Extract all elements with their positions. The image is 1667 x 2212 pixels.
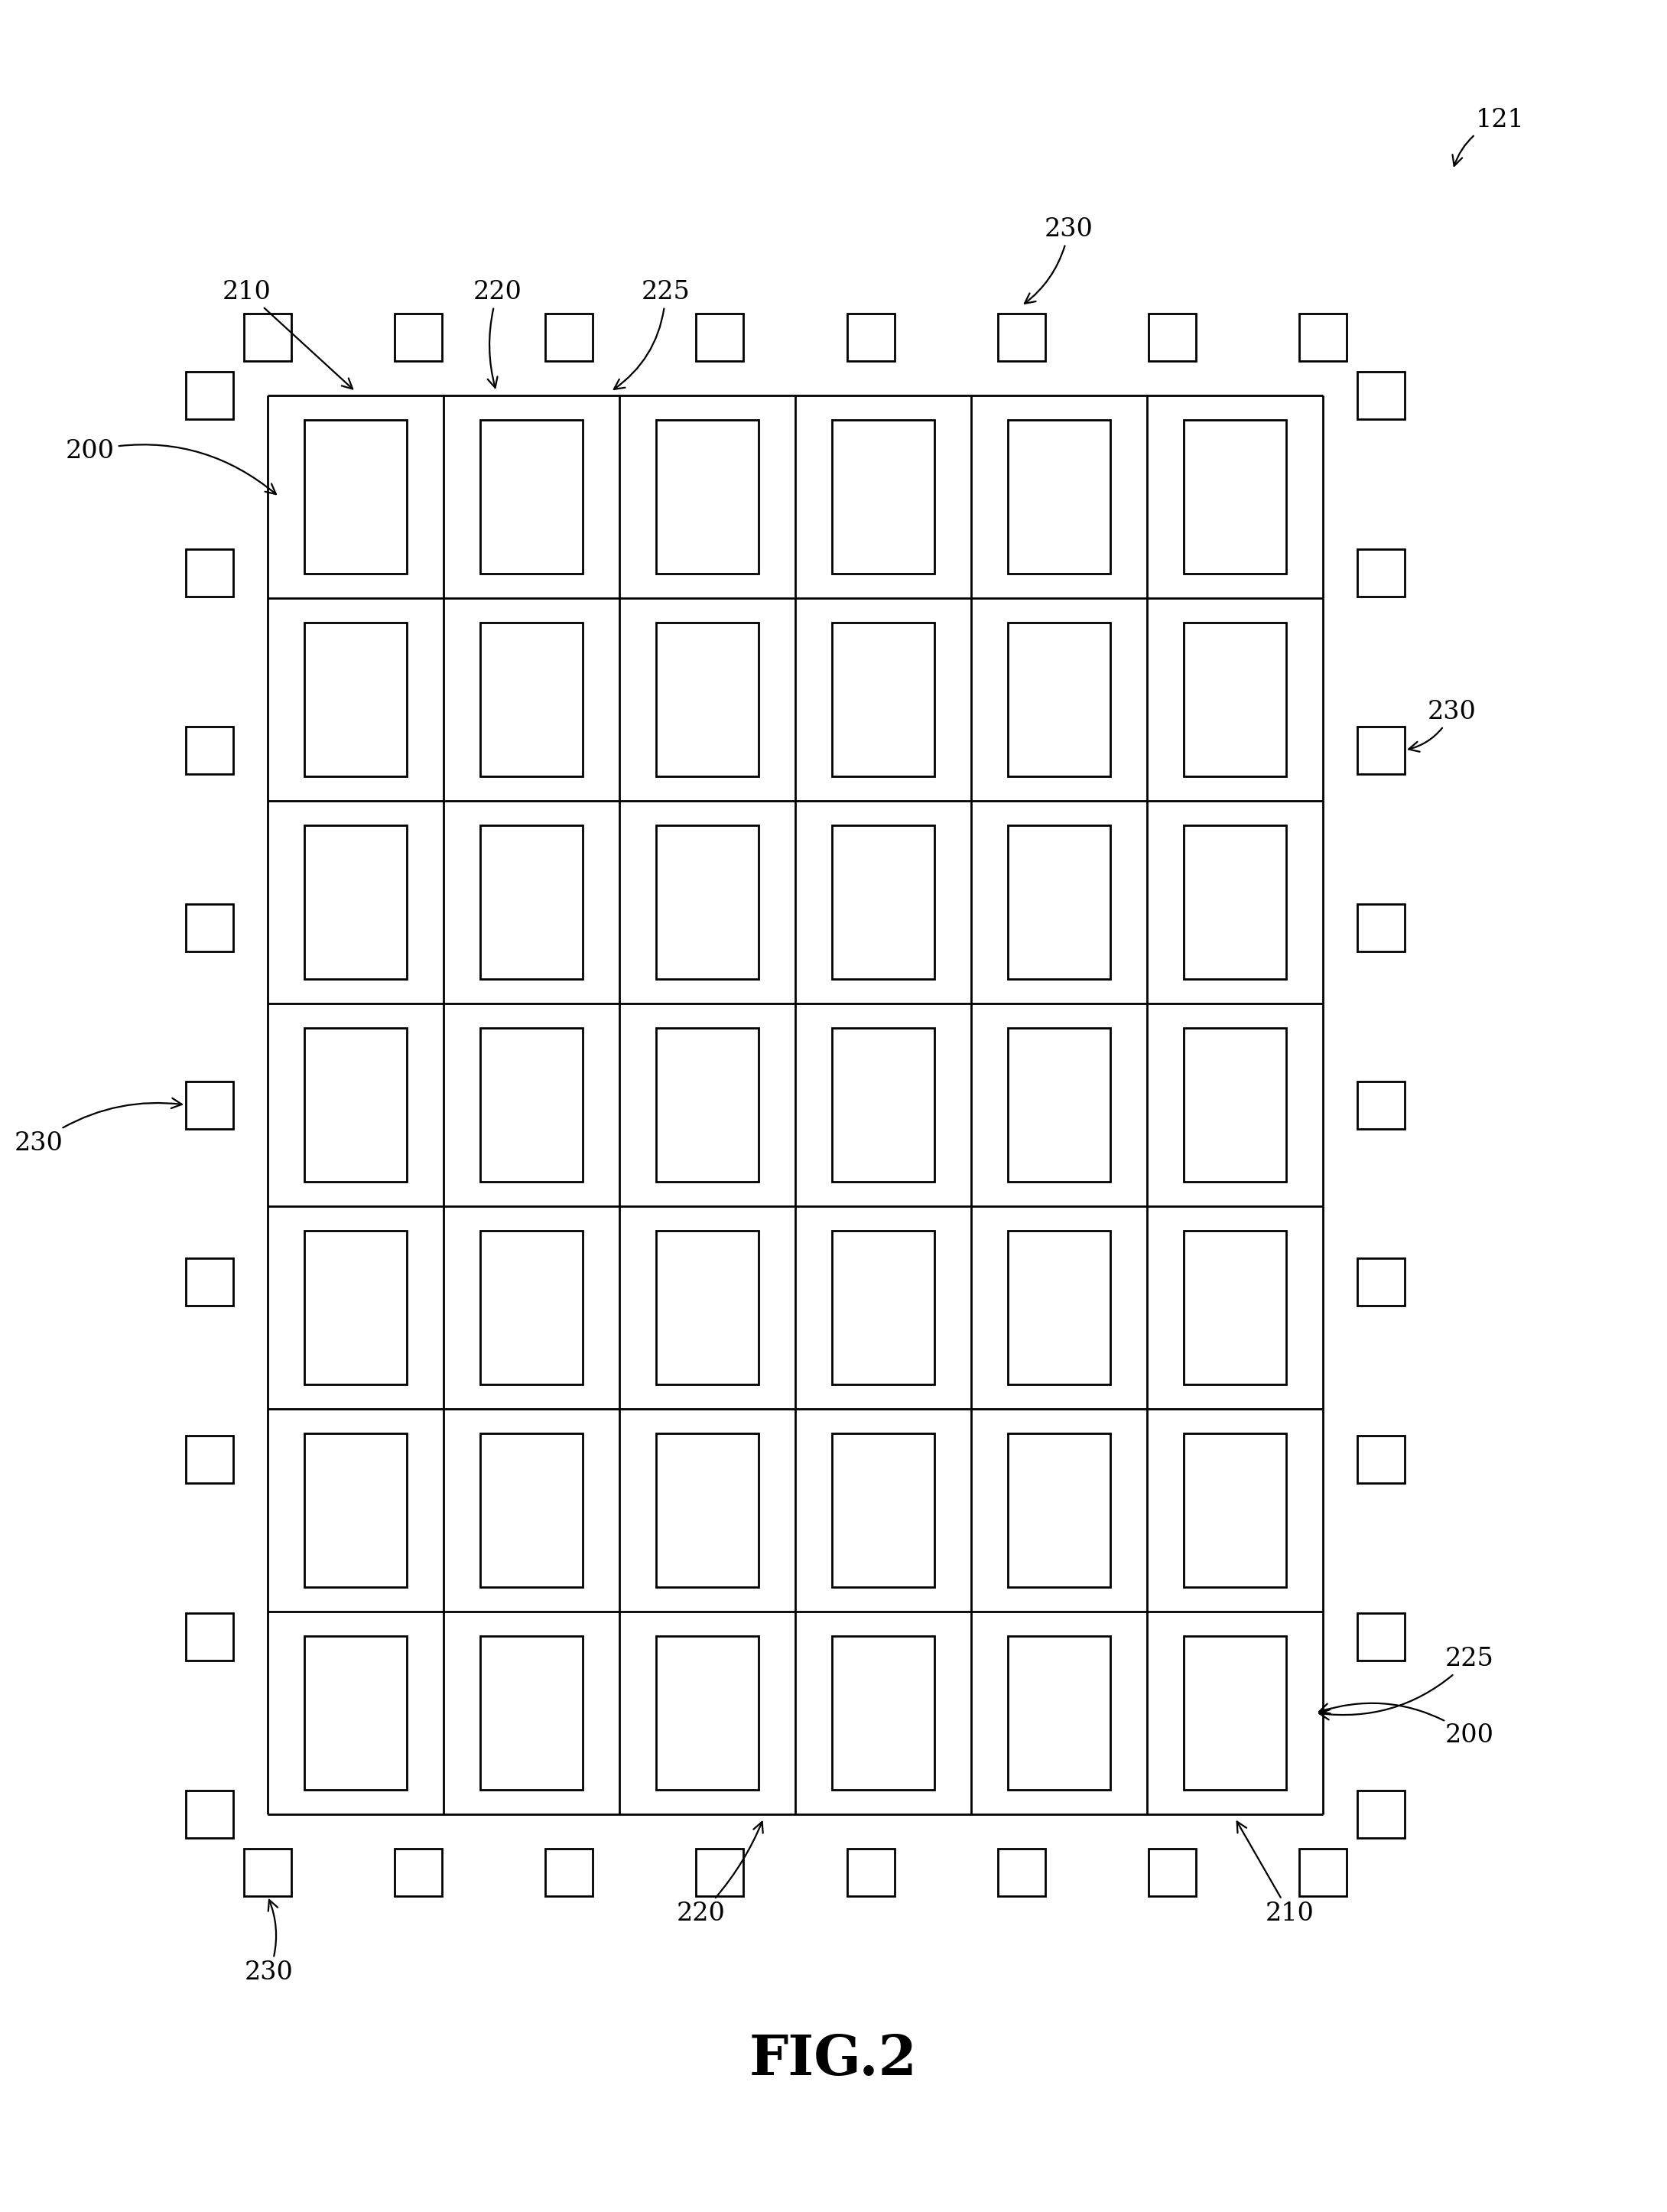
Bar <box>480 825 582 980</box>
Bar <box>305 420 407 573</box>
Bar <box>305 1637 407 1790</box>
Bar <box>1184 1230 1285 1385</box>
Bar <box>1184 420 1285 573</box>
Bar <box>1149 1849 1195 1896</box>
Bar <box>1357 1790 1405 1838</box>
Text: 210: 210 <box>223 281 353 389</box>
Text: 210: 210 <box>1237 1820 1314 1927</box>
Bar <box>1299 314 1347 361</box>
Bar <box>997 314 1045 361</box>
Bar <box>832 1433 934 1588</box>
Bar <box>657 825 758 980</box>
Text: 225: 225 <box>613 281 690 389</box>
Text: 220: 220 <box>473 281 522 387</box>
Bar <box>697 1849 743 1896</box>
Bar <box>1009 1433 1110 1588</box>
Bar <box>305 1029 407 1181</box>
Text: 230: 230 <box>1025 217 1094 303</box>
Bar <box>305 1433 407 1588</box>
Bar <box>305 1230 407 1385</box>
Bar <box>243 314 292 361</box>
Bar <box>832 622 934 776</box>
Bar <box>480 1433 582 1588</box>
Bar <box>1357 1436 1405 1484</box>
Bar <box>1009 622 1110 776</box>
Bar <box>832 1637 934 1790</box>
Text: 230: 230 <box>1409 699 1477 752</box>
Bar <box>480 1230 582 1385</box>
Bar <box>1357 1259 1405 1305</box>
Text: 121: 121 <box>1452 108 1525 166</box>
Bar <box>1009 1029 1110 1181</box>
Text: FIG.2: FIG.2 <box>750 2033 917 2086</box>
Bar <box>243 1849 292 1896</box>
Bar <box>997 1849 1045 1896</box>
Bar <box>185 726 233 774</box>
Text: 200: 200 <box>1319 1703 1494 1747</box>
Bar <box>1184 622 1285 776</box>
Bar <box>832 1029 934 1181</box>
Bar <box>697 314 743 361</box>
Bar <box>480 622 582 776</box>
Bar <box>657 1029 758 1181</box>
Bar <box>395 314 442 361</box>
Bar <box>1184 1433 1285 1588</box>
Text: 220: 220 <box>677 1823 763 1927</box>
Bar <box>1299 1849 1347 1896</box>
Bar <box>657 622 758 776</box>
Bar <box>185 1082 233 1128</box>
Text: 230: 230 <box>15 1097 182 1155</box>
Bar <box>185 1259 233 1305</box>
Bar <box>1357 726 1405 774</box>
Text: 225: 225 <box>1319 1648 1494 1719</box>
Bar <box>185 1790 233 1838</box>
Bar <box>832 420 934 573</box>
Bar <box>305 622 407 776</box>
Bar <box>1357 372 1405 418</box>
Bar <box>832 1230 934 1385</box>
Bar <box>1357 905 1405 951</box>
Bar <box>847 1849 895 1896</box>
Bar <box>1357 1082 1405 1128</box>
Bar <box>657 420 758 573</box>
Bar <box>185 905 233 951</box>
Bar <box>1009 420 1110 573</box>
Bar <box>185 1613 233 1661</box>
Bar <box>545 1849 593 1896</box>
Bar <box>1184 1029 1285 1181</box>
Bar <box>847 314 895 361</box>
Bar <box>657 1433 758 1588</box>
Bar <box>185 1436 233 1484</box>
Bar <box>480 1029 582 1181</box>
Text: 200: 200 <box>65 438 277 493</box>
Bar <box>657 1230 758 1385</box>
Bar <box>1357 549 1405 597</box>
Bar <box>1009 1230 1110 1385</box>
Bar <box>395 1849 442 1896</box>
Bar <box>545 314 593 361</box>
Bar <box>480 420 582 573</box>
Bar <box>1009 825 1110 980</box>
Bar <box>1184 825 1285 980</box>
Bar <box>185 549 233 597</box>
Bar <box>657 1637 758 1790</box>
Bar <box>185 372 233 418</box>
Bar <box>1184 1637 1285 1790</box>
Bar <box>1149 314 1195 361</box>
Bar <box>480 1637 582 1790</box>
Bar <box>1357 1613 1405 1661</box>
Bar <box>832 825 934 980</box>
Bar <box>305 825 407 980</box>
Bar <box>1009 1637 1110 1790</box>
Text: 230: 230 <box>245 1900 293 1984</box>
